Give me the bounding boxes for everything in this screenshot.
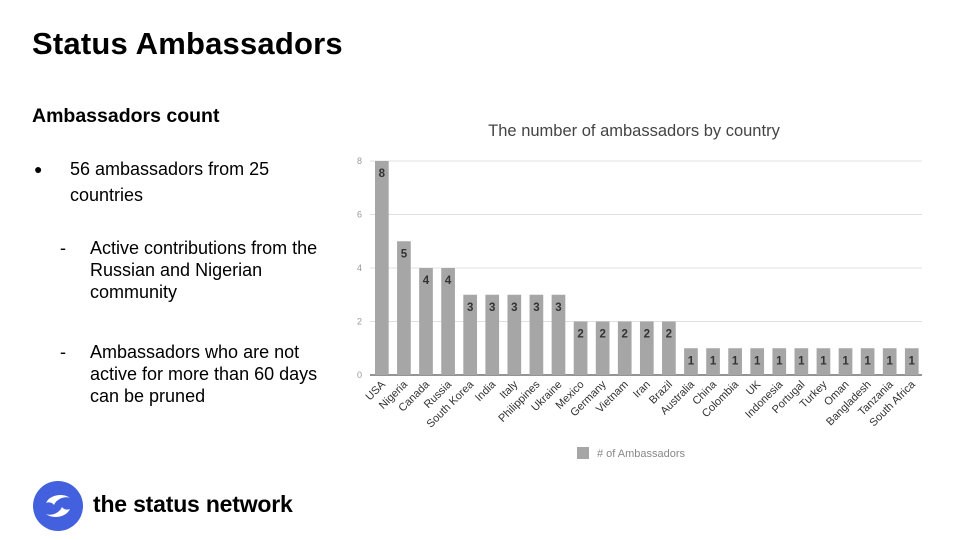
data-label: 2 [666, 329, 672, 341]
y-tick-label: 2 [357, 317, 362, 327]
data-label: 2 [577, 329, 583, 341]
sub-bullet-text: Active contributions from the Russian an… [90, 238, 318, 302]
data-label: 1 [886, 355, 893, 367]
data-label: 4 [423, 275, 430, 287]
status-logo-icon [33, 481, 83, 531]
data-label: 1 [909, 355, 916, 367]
data-label: 1 [776, 355, 783, 367]
bullet-item: ● 56 ambassadors from 25 countries [32, 156, 322, 208]
x-tick-label: India [473, 378, 499, 404]
dash-icon: - [60, 342, 66, 362]
data-label: 4 [445, 275, 452, 287]
bar-chart: The number of ambassadors by country 0 2 4 6… [357, 122, 922, 460]
data-label: 5 [401, 248, 408, 260]
bar [860, 348, 875, 375]
dash-icon: - [60, 238, 66, 258]
slide-title: Status Ambassadors [32, 26, 343, 61]
data-label: 1 [864, 355, 871, 367]
bar [529, 294, 544, 375]
bar [375, 161, 389, 375]
bar [639, 321, 654, 375]
data-label: 1 [688, 355, 695, 367]
bar [750, 348, 765, 375]
data-label: 3 [511, 302, 517, 314]
bar [617, 321, 632, 375]
bar [728, 348, 742, 375]
data-label: 3 [489, 302, 495, 314]
bar [507, 294, 522, 375]
data-label: 8 [379, 168, 386, 180]
data-label: 3 [533, 302, 539, 314]
bar [794, 348, 809, 375]
bar [397, 241, 411, 375]
bar [441, 268, 455, 375]
bar [706, 348, 720, 375]
data-label: 1 [798, 355, 805, 367]
y-tick-label: 8 [357, 156, 362, 166]
bullet-dot-icon: ● [34, 161, 43, 177]
bar [662, 321, 676, 375]
legend-label: # of Ambassadors [597, 448, 686, 460]
data-label: 1 [754, 355, 761, 367]
sub-bullet-text: Ambassadors who are not active for more … [90, 342, 318, 406]
bullet-text: 56 ambassadors from 25 countries [70, 159, 270, 205]
data-label: 1 [820, 355, 827, 367]
bar [463, 294, 478, 375]
data-label: 2 [599, 329, 605, 341]
bar [772, 348, 787, 375]
data-label: 1 [842, 355, 849, 367]
data-label: 2 [622, 329, 628, 341]
footer-brand-name: the status network [93, 491, 293, 517]
bar [816, 348, 831, 375]
bullet-list: ● 56 ambassadors from 25 countries - Act… [32, 156, 322, 406]
bar [551, 294, 566, 375]
bar [573, 321, 588, 375]
y-tick-label: 4 [357, 263, 362, 273]
bar [595, 321, 610, 375]
section-heading: Ambassadors count [32, 105, 220, 127]
data-label: 3 [555, 302, 561, 314]
chart: The number of ambassadors by country 0 2 4 6… [340, 110, 940, 470]
bar [904, 348, 919, 375]
data-label: 3 [467, 302, 473, 314]
data-label: 1 [710, 355, 717, 367]
bar [485, 294, 500, 375]
sub-bullet-item: - Active contributions from the Russian … [60, 237, 330, 303]
sub-bullet-item: - Ambassadors who are not active for mor… [60, 341, 330, 407]
legend-swatch [577, 447, 589, 459]
data-label: 2 [644, 329, 650, 341]
bar [838, 348, 853, 375]
bar [684, 348, 698, 375]
y-tick-label: 0 [357, 370, 362, 380]
bar [882, 348, 897, 375]
data-label: 1 [732, 355, 739, 367]
bar [419, 268, 433, 375]
y-tick-label: 6 [357, 210, 362, 220]
chart-title: The number of ambassadors by country [488, 122, 780, 140]
